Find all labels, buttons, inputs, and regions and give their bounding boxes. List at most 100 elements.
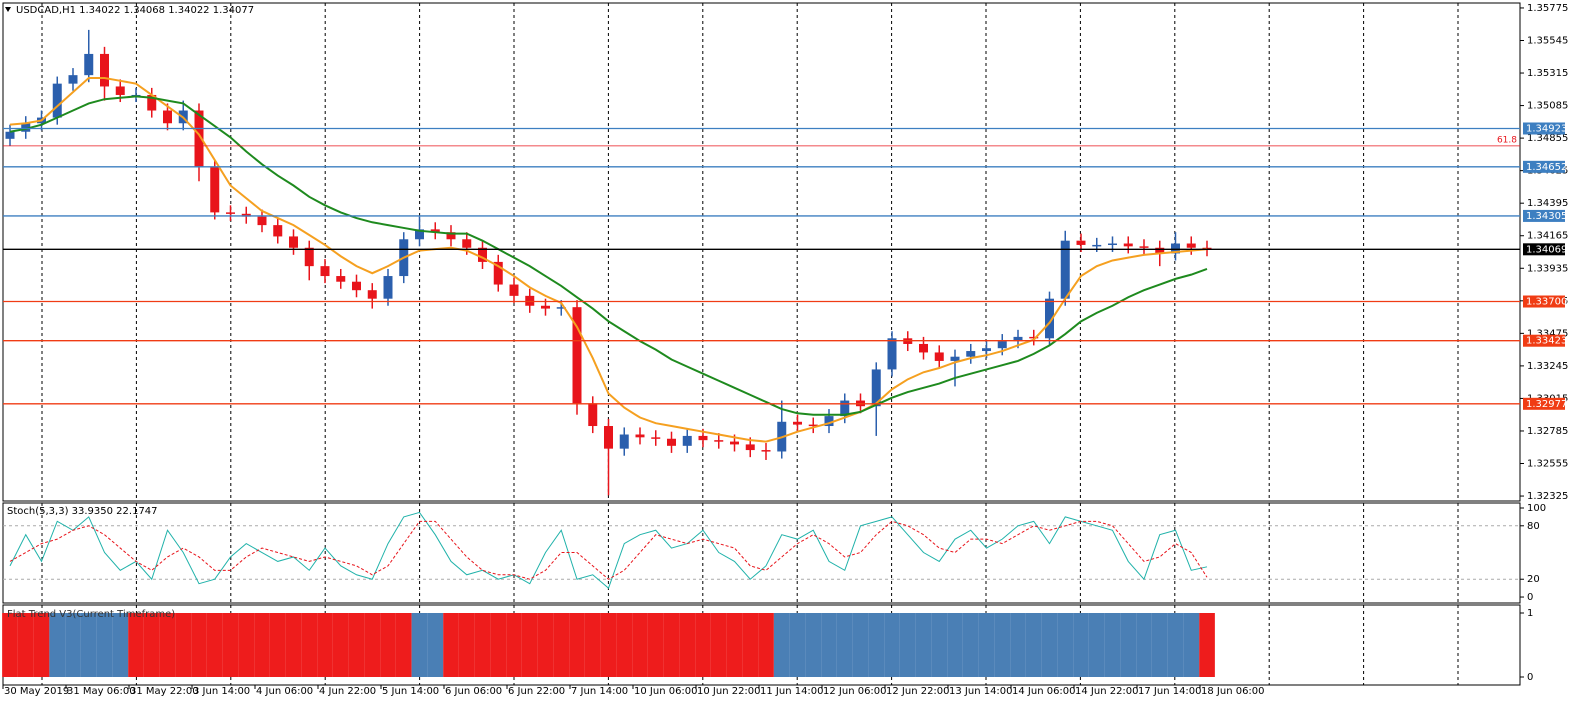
candle-body <box>1139 246 1149 248</box>
candle-body <box>430 229 440 233</box>
y-tick-label: 1.34165 <box>1527 231 1568 242</box>
candle-body <box>367 290 377 299</box>
trend-bar <box>96 613 113 677</box>
candle-body <box>509 284 519 296</box>
candle-body <box>887 338 897 370</box>
trend-bar <box>632 613 648 677</box>
candle-body <box>1186 243 1196 248</box>
candle-body <box>714 440 724 442</box>
trend-bar <box>695 613 711 677</box>
y-tick-label: 0 <box>1527 672 1533 683</box>
price-level-label: 1.34652 <box>1526 162 1567 173</box>
price-level-tag <box>1523 243 1565 256</box>
candle-body <box>682 435 692 446</box>
candle-body <box>478 247 487 262</box>
candle-body <box>115 86 125 95</box>
y-tick-label: 100 <box>1527 503 1546 514</box>
price-level-label: 1.33700 <box>1526 297 1567 308</box>
trend-bar <box>17 613 34 677</box>
x-tick-label: 31 May 22:00 <box>130 686 199 697</box>
candle-body <box>352 281 361 291</box>
y-tick-label: 80 <box>1527 521 1540 532</box>
y-tick-label: 1.33245 <box>1527 361 1568 372</box>
trend-bar <box>175 613 192 677</box>
x-tick-label: 11 Jun 14:00 <box>760 686 824 697</box>
trend-bar <box>947 613 963 677</box>
candle-body <box>241 213 251 217</box>
y-tick-label: 1.33935 <box>1527 263 1568 274</box>
price-level-tag <box>1523 295 1565 308</box>
candle-body <box>840 400 850 417</box>
candle-body <box>1045 298 1054 339</box>
candle-body <box>871 369 881 407</box>
candle-body <box>21 123 31 132</box>
trend-bar <box>506 613 522 677</box>
candle-body <box>273 225 283 237</box>
x-tick-label: 4 Jun 22:00 <box>319 686 376 697</box>
x-tick-label: 3 Jun 14:00 <box>193 686 250 697</box>
trend-bar <box>1073 613 1089 677</box>
trend-bar <box>80 613 97 677</box>
y-tick-label: 1.32325 <box>1527 491 1568 502</box>
candle-body <box>619 434 629 449</box>
trend-bar <box>868 613 885 677</box>
menu-triangle[interactable] <box>5 7 11 12</box>
trend-bar <box>821 613 837 677</box>
trend-bar <box>1151 613 1168 677</box>
trend-bar <box>191 613 207 677</box>
candle-body <box>1029 336 1039 339</box>
x-tick-label: 31 May 06:00 <box>67 686 136 697</box>
x-tick-label: 5 Jun 14:00 <box>382 686 439 697</box>
candle-body <box>446 232 456 240</box>
candle-body <box>919 343 928 353</box>
candle-body <box>572 307 582 404</box>
trend-bar <box>1136 613 1152 677</box>
trend-bar <box>962 613 979 677</box>
trend-bar <box>679 613 696 677</box>
x-tick-label: 10 Jun 22:00 <box>697 686 761 697</box>
trend-bar <box>884 613 900 677</box>
candle-body <box>667 438 676 446</box>
trend-bar <box>521 613 538 677</box>
trend-bar <box>380 613 396 677</box>
candle-body <box>1123 243 1133 247</box>
trend-bar <box>1120 613 1137 677</box>
candle-body <box>541 305 550 309</box>
stoch-panel-frame <box>2 502 1521 604</box>
trend-bar <box>584 613 601 677</box>
x-tick-label: 12 Jun 22:00 <box>886 686 950 697</box>
trend-bar <box>317 613 333 677</box>
trend-bar <box>49 613 66 677</box>
trend-bar <box>758 613 774 677</box>
candle-body <box>966 351 976 357</box>
candle-body <box>808 424 818 427</box>
trend-bar <box>773 613 790 677</box>
candle-body <box>415 229 424 240</box>
candle-body <box>525 295 535 306</box>
indicator-line <box>9 95 1208 416</box>
trend-bar <box>1167 613 1184 677</box>
trend-bar <box>1183 613 1200 677</box>
candle-body <box>320 266 330 277</box>
price-level-tag <box>1523 209 1565 222</box>
candle-body <box>1108 243 1117 246</box>
trend-bar <box>474 613 491 677</box>
x-tick-label: 10 Jun 06:00 <box>634 686 698 697</box>
trend-bar <box>663 613 680 677</box>
trend-bar <box>616 613 633 677</box>
trend-bar <box>411 613 428 677</box>
x-tick-label: 13 Jun 14:00 <box>949 686 1013 697</box>
y-tick-label: 1.35315 <box>1527 68 1568 79</box>
trend-bar <box>285 613 302 677</box>
trend-bar <box>254 613 270 677</box>
candle-body <box>761 450 771 452</box>
candle-body <box>934 352 944 361</box>
trend-bar <box>726 613 743 677</box>
candle-body <box>210 167 220 213</box>
candle-body <box>950 356 960 361</box>
y-tick-label: 1.35545 <box>1527 35 1568 46</box>
trend-bar <box>569 613 585 677</box>
price-level-tag <box>1523 334 1565 347</box>
trend-bar <box>1088 613 1105 677</box>
